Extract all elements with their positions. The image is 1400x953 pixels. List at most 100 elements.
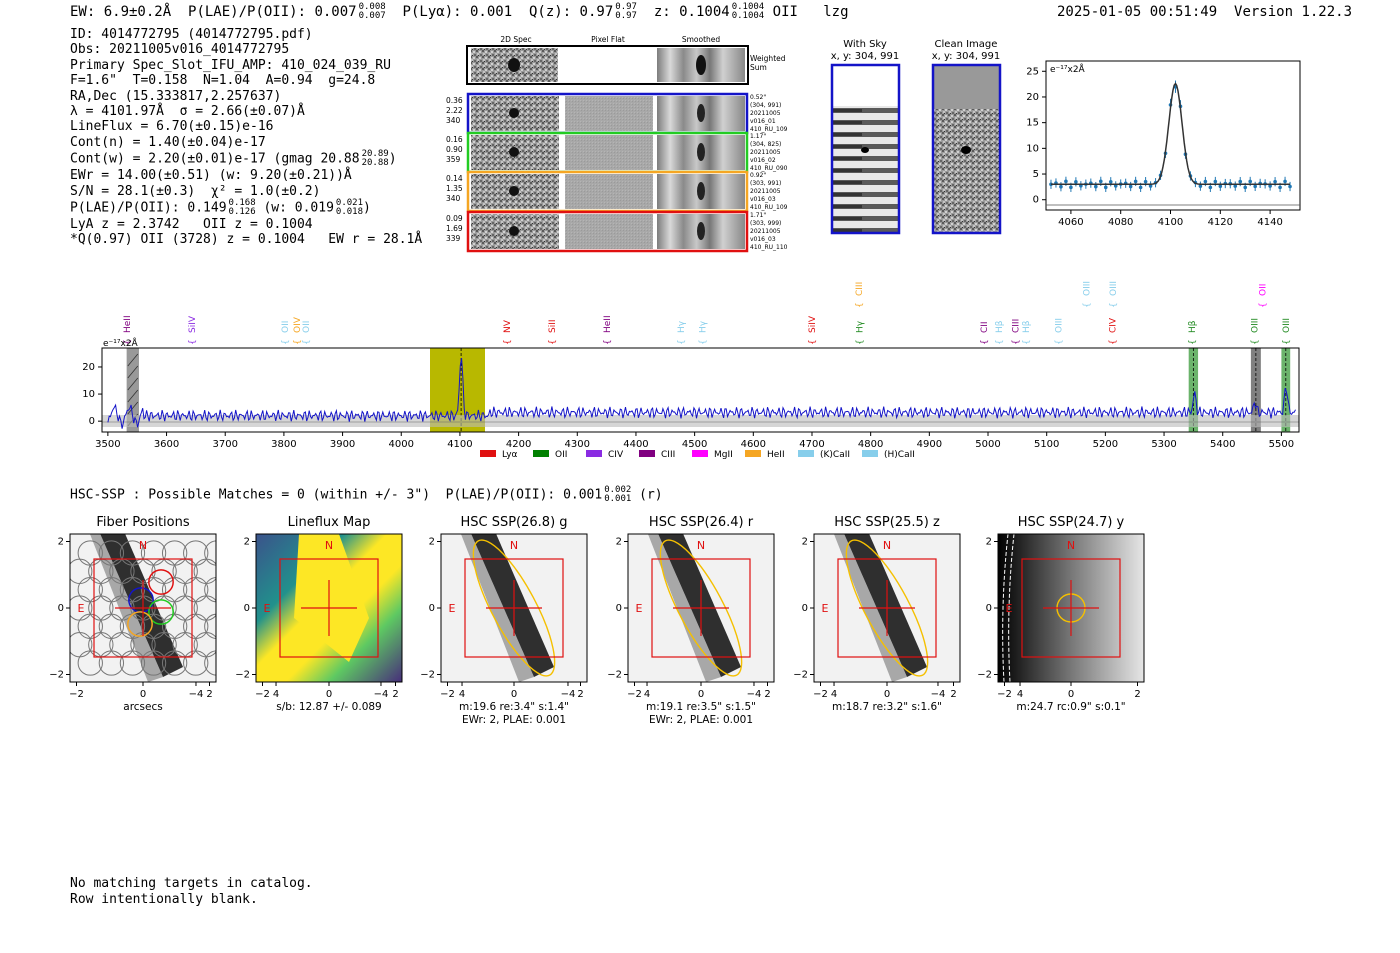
cutout-label: 20211005 [750, 228, 781, 235]
cutout-value: 0.09 [446, 214, 463, 223]
timestamp: 2025-01-05 00:51:49 [1057, 4, 1218, 20]
fiber-circle [77, 650, 103, 676]
cutout-value: 0.16 [446, 135, 463, 144]
plya-value: P(Lyα): 0.001 [402, 4, 513, 20]
svg-text:{: { [548, 339, 558, 345]
hsc-ytick: −2 [50, 670, 64, 681]
plae-value: P(LAE)/P(OII): 0.007 [188, 4, 357, 20]
hsc-image: NE [814, 534, 960, 682]
clean-image-frame [931, 63, 1002, 235]
svg-text:{: { [980, 339, 990, 345]
svg-text:NV: NV [503, 319, 513, 333]
clean-image-title: Clean Image [935, 39, 998, 50]
line-label: NV { [503, 319, 513, 345]
zoom-ytick: 20 [1026, 92, 1039, 103]
line-label: Hγ { [698, 320, 708, 345]
flux-point [1138, 185, 1143, 190]
legend-entry: Lyα [480, 450, 518, 460]
hsc-image: NE [70, 534, 216, 682]
hsc-xtick: 2 [206, 689, 212, 700]
svg-text:Hγ: Hγ [856, 320, 866, 333]
flux-point [1069, 185, 1073, 190]
spectrum-xtick: 4500 [682, 439, 707, 450]
classification-tag: lzg [823, 4, 849, 20]
hsc-caption: m:18.7 re:3.2" s:1.6" [832, 701, 942, 713]
svg-text:OIII: OIII [1083, 281, 1093, 296]
info-radec: RA,Dec (15.333817,2.257637) [70, 88, 282, 104]
z-bounds: 0.1004 0.1004 [731, 2, 765, 21]
blank-row-text: Row intentionally blank. [70, 891, 258, 907]
svg-text:{: { [603, 339, 613, 345]
hsc-caption-2: EWr: 2, PLAE: 0.001 [462, 714, 566, 725]
svg-text:{: { [281, 339, 291, 345]
fiber-circle-red [148, 569, 174, 595]
search-box [93, 558, 193, 658]
line-id: OII [772, 4, 798, 20]
svg-text:SiIV: SiIV [808, 315, 818, 333]
flux-point [1133, 179, 1138, 184]
info-slot: Primary Spec_Slot_IFU_AMP: 410_024_039_R… [70, 57, 391, 73]
east-label: E [1006, 602, 1013, 615]
info-sn: S/N = 28.1(±0.3) χ² = 1.0(±0.2) [70, 183, 321, 199]
cutout-label: (304, 825) [750, 141, 781, 148]
north-label: N [325, 539, 333, 552]
cutout-label: 20211005 [750, 188, 781, 195]
svg-text:HeII: HeII [123, 315, 133, 333]
hsc-ytick: 0 [986, 603, 992, 614]
flux-point [1238, 179, 1243, 184]
line-label: OII { [1259, 284, 1269, 308]
hsc-xtick: −4 [189, 689, 204, 700]
spectrum-xtick: 3700 [212, 439, 237, 450]
col-title-2dspec: 2D Spec [500, 35, 531, 44]
line-label: SiII { [548, 319, 558, 345]
zoom-xtick: 4080 [1108, 217, 1133, 228]
hsc-ytick: 0 [429, 603, 435, 614]
svg-text:{: { [698, 339, 708, 345]
line-label: CIII { [1012, 319, 1022, 345]
flux-point [1213, 179, 1218, 184]
line-label: CII { [980, 321, 990, 345]
east-label: E [449, 602, 456, 615]
flux-point [1203, 179, 1208, 184]
spectrum-xtick: 3600 [154, 439, 179, 450]
hsc-panel-title: Lineflux Map [288, 515, 371, 530]
line-label: Hγ { [677, 320, 687, 345]
qz-value: Q(z): 0.97 [528, 4, 614, 20]
search-box [464, 558, 564, 658]
aperture-ellipse [659, 539, 743, 677]
svg-text:CIII: CIII [661, 450, 675, 460]
hsc-ytick: 2 [429, 536, 435, 547]
svg-text:Hγ: Hγ [698, 320, 708, 333]
fiber-circle [204, 650, 216, 676]
cutout-frame [466, 210, 749, 253]
svg-text:CIII: CIII [1012, 319, 1022, 333]
svg-text:{: { [1108, 339, 1118, 345]
aperture-ellipse [845, 539, 929, 677]
svg-text:MgII: MgII [714, 450, 733, 460]
cutout-label: 0.92" [750, 172, 766, 179]
flux-point [1278, 185, 1282, 190]
zoom-ytick: 15 [1026, 118, 1039, 129]
svg-text:{: { [1012, 339, 1022, 345]
hsc-xtick: −2 [255, 689, 270, 700]
zoom-ytick: 25 [1026, 66, 1039, 77]
zoom-xtick: 4140 [1257, 217, 1282, 228]
svg-text:Hβ: Hβ [1022, 320, 1032, 333]
line-label: HeII { [603, 315, 613, 345]
hsc-panels: Fiber PositionsNE−4−4−2−2002244arcsecsLi… [50, 515, 1145, 725]
line-label: SiIV { [808, 315, 818, 345]
hsc-xtick: 2 [764, 689, 770, 700]
hsc-xtick: 2 [392, 689, 398, 700]
east-label: E [264, 602, 271, 615]
svg-text:OIII: OIII [1282, 318, 1292, 333]
line-label: Hβ { [995, 320, 1005, 345]
svg-text:{: { [1022, 339, 1032, 345]
hsc-caption-2: EWr: 2, PLAE: 0.001 [649, 714, 753, 725]
qz-bounds: 0.97 0.97 [615, 2, 637, 21]
cutout-pixelflat [565, 214, 653, 249]
spectrum-xtick: 5000 [975, 439, 1000, 450]
cutout-label: v016_03 [750, 236, 776, 243]
hsc-ytick: 2 [802, 536, 808, 547]
search-box [279, 558, 379, 658]
